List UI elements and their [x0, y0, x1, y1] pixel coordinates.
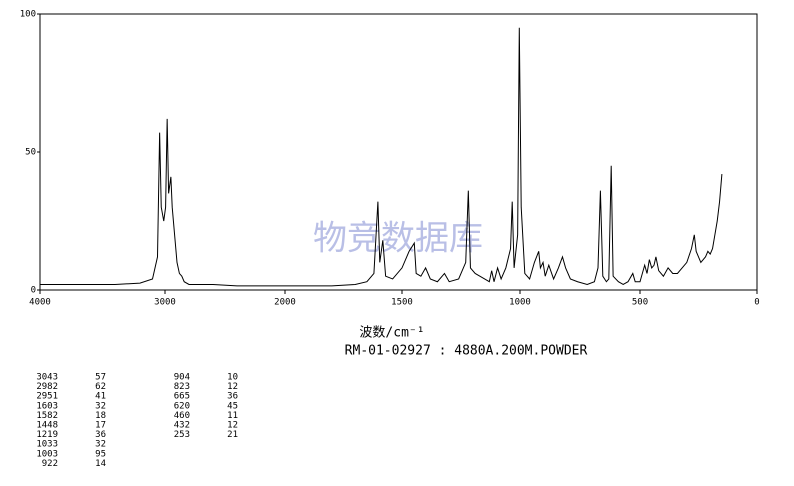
peak-wavenumber: 432: [174, 421, 190, 431]
peak-wavenumber: 2951: [36, 392, 58, 402]
peak-wavenumber: 1603: [36, 401, 58, 411]
peak-intensity: 10: [227, 373, 238, 383]
x-tick-label: 4000: [29, 298, 51, 308]
peak-wavenumber: 3043: [36, 373, 58, 383]
peak-intensity: 32: [95, 440, 106, 450]
y-tick-label: 0: [31, 286, 36, 296]
peak-intensity: 41: [95, 392, 106, 402]
peak-intensity: 45: [227, 401, 238, 411]
x-tick-label: 1500: [391, 298, 413, 308]
spectrum-line: [40, 27, 723, 287]
peak-intensity: 21: [227, 430, 238, 440]
peak-wavenumber: 620: [174, 401, 190, 411]
peak-wavenumber: 665: [174, 392, 190, 402]
peak-wavenumber: 904: [174, 373, 190, 383]
peak-intensity: 12: [227, 382, 238, 392]
peak-wavenumber: 1219: [36, 430, 58, 440]
peak-wavenumber: 1448: [36, 421, 58, 431]
peak-intensity: 14: [95, 459, 106, 469]
peak-intensity: 36: [227, 392, 238, 402]
x-axis-label: 波数/cm⁻¹: [359, 326, 424, 341]
x-tick-label: 500: [632, 298, 648, 308]
peak-intensity: 62: [95, 382, 106, 392]
x-tick-label: 3000: [154, 298, 176, 308]
peak-intensity: 17: [95, 421, 106, 431]
peak-wavenumber: 1003: [36, 449, 58, 459]
peak-wavenumber: 2982: [36, 382, 58, 392]
peak-wavenumber: 1582: [36, 411, 58, 421]
peak-intensity: 36: [95, 430, 106, 440]
peak-wavenumber: 460: [174, 411, 190, 421]
peak-wavenumber: 1033: [36, 440, 58, 450]
peak-intensity: 32: [95, 401, 106, 411]
peak-wavenumber: 253: [174, 430, 190, 440]
y-tick-label: 100: [20, 10, 36, 20]
peak-wavenumber: 823: [174, 382, 190, 392]
x-tick-label: 2000: [274, 298, 296, 308]
peak-intensity: 95: [95, 449, 106, 459]
watermark: 物竞数据库: [313, 219, 483, 259]
peak-intensity: 18: [95, 411, 106, 421]
peak-intensity: 12: [227, 421, 238, 431]
peak-intensity: 11: [227, 411, 238, 421]
x-tick-label: 0: [754, 298, 759, 308]
peak-intensity: 57: [95, 373, 106, 383]
y-tick-label: 50: [25, 148, 36, 158]
peak-wavenumber: 922: [42, 459, 58, 469]
x-tick-label: 1000: [509, 298, 531, 308]
subtitle: RM-01-02927 : 4880A.200M.POWDER: [345, 344, 588, 359]
